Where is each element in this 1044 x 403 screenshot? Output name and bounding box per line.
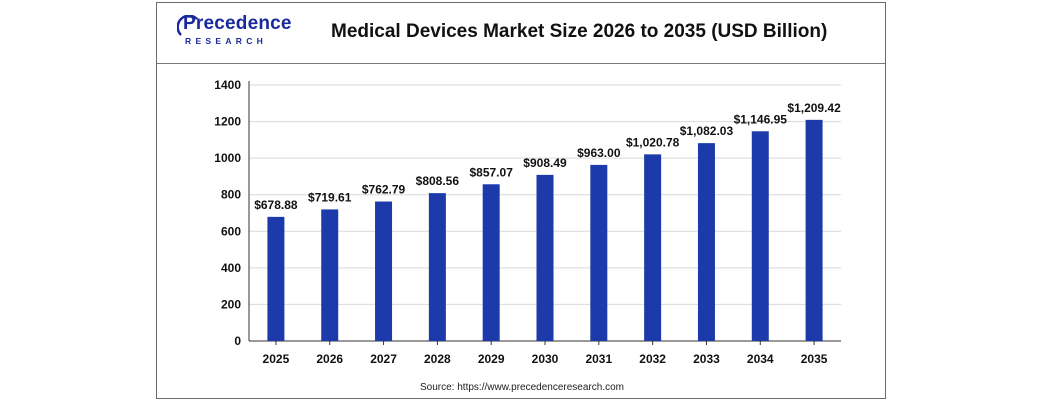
header-divider (157, 63, 885, 64)
header: Precedence RESEARCH Medical Devices Mark… (157, 3, 885, 63)
data-label: $1,146.95 (734, 112, 788, 126)
x-tick-label: 2030 (532, 352, 559, 366)
logo-subtext: RESEARCH (185, 36, 268, 46)
x-tick-label: 2025 (263, 352, 290, 366)
x-tick-label: 2034 (747, 352, 774, 366)
data-label: $963.00 (577, 146, 621, 160)
y-tick-label: 1000 (214, 151, 241, 165)
data-label: $678.88 (254, 198, 298, 212)
data-label: $857.07 (469, 165, 513, 179)
chart-frame: Precedence RESEARCH Medical Devices Mark… (156, 2, 886, 399)
y-tick-label: 1400 (214, 78, 241, 92)
logo-arc-icon (177, 15, 198, 36)
precedence-research-logo: Precedence RESEARCH (177, 13, 293, 53)
data-label: $719.61 (308, 190, 352, 204)
x-tick-label: 2032 (639, 352, 666, 366)
x-tick-label: 2033 (693, 352, 720, 366)
y-tick-label: 600 (221, 224, 241, 238)
bar (805, 119, 823, 342)
x-tick-label: 2027 (370, 352, 397, 366)
bar (536, 174, 554, 341)
bar (590, 164, 608, 341)
y-tick-label: 800 (221, 188, 241, 202)
x-tick-label: 2026 (316, 352, 343, 366)
chart-title: Medical Devices Market Size 2026 to 2035… (331, 21, 828, 42)
x-tick-label: 2029 (478, 352, 505, 366)
bar (267, 216, 285, 341)
bar (428, 193, 446, 341)
data-label: $1,020.78 (626, 135, 680, 149)
data-label: $1,209.42 (787, 101, 841, 115)
data-label: $762.79 (362, 183, 406, 197)
y-tick-label: 200 (221, 297, 241, 311)
bar (751, 131, 769, 341)
x-tick-label: 2035 (801, 352, 828, 366)
y-tick-label: 1200 (214, 115, 241, 129)
logo-wordmark: Precedence (183, 13, 292, 34)
y-tick-label: 400 (221, 261, 241, 275)
bar (697, 143, 715, 341)
source-note: Source: https://www.precedenceresearch.c… (420, 382, 624, 393)
bar (644, 154, 662, 341)
bar-chart: 0 200 400 600 800 1000 1200 1400 $678.88 2025 $719… (214, 78, 841, 366)
bar (482, 184, 500, 341)
y-tick-label: 0 (234, 334, 241, 348)
data-label: $908.49 (523, 156, 567, 170)
bar (321, 209, 339, 341)
data-label: $808.56 (416, 174, 460, 188)
data-label: $1,082.03 (680, 124, 734, 138)
x-tick-label: 2028 (424, 352, 451, 366)
bar (375, 201, 393, 341)
x-tick-label: 2031 (585, 352, 612, 366)
